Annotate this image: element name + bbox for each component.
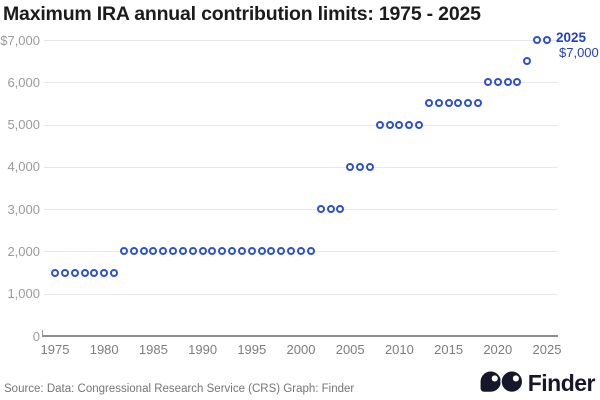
data-point: [129, 247, 138, 256]
y-tick-label: 0: [32, 328, 40, 344]
data-point: [385, 120, 394, 129]
data-point: [218, 247, 227, 256]
data-point: [365, 162, 374, 171]
data-point: [297, 247, 305, 256]
y-tick-label: 3,000: [7, 201, 40, 217]
data-point: [80, 268, 89, 277]
x-tick-label: 2010: [384, 342, 414, 357]
data-point: [257, 247, 266, 256]
data-point: [237, 247, 246, 256]
x-tick-label: 2025: [532, 342, 562, 357]
data-point: [110, 268, 119, 277]
data-point: [434, 99, 443, 108]
x-tick-label: 2000: [286, 342, 316, 357]
x-tick-label: 1980: [89, 342, 119, 357]
finder-eyes-icon: [478, 369, 525, 396]
data-point: [267, 247, 276, 256]
data-point: [51, 268, 59, 277]
y-tick-label: 4,000: [7, 159, 40, 175]
x-tick-label: 1975: [40, 342, 70, 357]
data-point: [454, 99, 463, 108]
data-point: [483, 78, 492, 87]
data-point: [356, 162, 365, 171]
data-point: [523, 57, 532, 66]
data-point: [149, 247, 158, 256]
data-point: [70, 268, 79, 277]
y-tick-label: 1,000: [7, 286, 40, 302]
data-point: [306, 247, 315, 256]
x-axis-line: [42, 335, 558, 337]
data-point: [169, 247, 178, 256]
data-point: [415, 120, 424, 129]
data-point: [424, 99, 433, 108]
data-point: [326, 205, 335, 214]
data-point: [277, 247, 286, 256]
data-point: [346, 162, 355, 171]
data-point: [198, 247, 207, 256]
y-tick-label: $7,000: [0, 32, 40, 48]
gridline: [44, 124, 558, 126]
gridline: [44, 82, 558, 84]
y-tick-label: 2,000: [7, 243, 40, 259]
annotation-value: $7,000: [559, 45, 599, 60]
gridline: [44, 209, 558, 211]
x-tick-label: 1995: [237, 342, 267, 357]
gridline: [44, 166, 558, 168]
data-point: [375, 120, 384, 129]
data-point: [159, 247, 168, 256]
chart-title: Maximum IRA annual contribution limits: …: [3, 3, 481, 25]
data-point: [139, 247, 148, 256]
x-tick-label: 2020: [483, 342, 513, 357]
data-point: [228, 247, 237, 256]
data-point: [100, 268, 109, 277]
gridline: [44, 40, 558, 41]
data-point: [543, 36, 551, 44]
annotation-year: 2025: [556, 30, 587, 45]
data-point: [464, 99, 473, 108]
y-tick-label: 6,000: [7, 74, 40, 90]
data-point: [474, 99, 483, 108]
x-tick-label: 2005: [335, 342, 365, 357]
last-point-annotation: 2025 $7,000: [556, 30, 599, 60]
gridline: [44, 293, 558, 295]
data-point: [178, 247, 187, 256]
data-point: [208, 247, 217, 256]
data-point: [60, 268, 69, 277]
data-point: [503, 78, 512, 87]
data-point: [405, 120, 414, 129]
x-tick-label: 1985: [138, 342, 168, 357]
data-point: [513, 78, 522, 87]
brand-logo: Finder: [478, 369, 596, 396]
data-point: [444, 99, 453, 108]
brand-wordmark: Finder: [527, 369, 596, 396]
x-tick-label: 1990: [188, 342, 218, 357]
data-point: [533, 36, 542, 44]
data-point: [493, 78, 502, 87]
source-note: Source: Data: Congressional Research Ser…: [4, 383, 355, 395]
data-point: [287, 247, 296, 256]
data-point: [395, 120, 404, 129]
y-tick-label: 5,000: [7, 117, 40, 133]
data-point: [247, 247, 256, 256]
data-point: [188, 247, 197, 256]
data-point: [316, 205, 325, 214]
data-point: [90, 268, 99, 277]
x-tick-label: 2015: [434, 342, 464, 357]
data-point: [119, 247, 128, 256]
data-point: [336, 205, 345, 214]
axis-origin-tick: [42, 330, 43, 335]
